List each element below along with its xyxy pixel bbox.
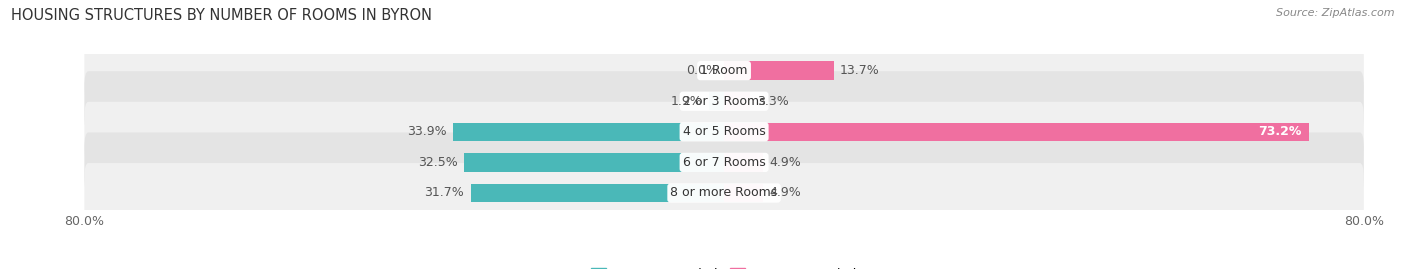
FancyBboxPatch shape [84,71,1364,131]
Text: 1 Room: 1 Room [700,64,748,77]
Text: 31.7%: 31.7% [425,186,464,200]
Bar [471,184,724,202]
Text: 2 or 3 Rooms: 2 or 3 Rooms [683,95,765,108]
Bar [724,92,751,110]
Text: 0.0%: 0.0% [686,64,717,77]
Text: 32.5%: 32.5% [418,156,458,169]
Text: 4.9%: 4.9% [769,156,801,169]
Text: Source: ZipAtlas.com: Source: ZipAtlas.com [1277,8,1395,18]
Bar [724,61,834,80]
Bar [724,123,1309,141]
Text: 3.3%: 3.3% [756,95,789,108]
Text: 73.2%: 73.2% [1258,125,1302,138]
Legend: Owner-occupied, Renter-occupied: Owner-occupied, Renter-occupied [588,264,860,269]
FancyBboxPatch shape [84,41,1364,101]
Bar [724,184,763,202]
Bar [709,92,724,110]
Text: HOUSING STRUCTURES BY NUMBER OF ROOMS IN BYRON: HOUSING STRUCTURES BY NUMBER OF ROOMS IN… [11,8,432,23]
Text: 4.9%: 4.9% [769,186,801,200]
FancyBboxPatch shape [84,132,1364,192]
Text: 8 or more Rooms: 8 or more Rooms [671,186,778,200]
Bar [724,153,763,172]
FancyBboxPatch shape [84,163,1364,223]
Text: 33.9%: 33.9% [406,125,447,138]
Bar [453,123,724,141]
Text: 1.9%: 1.9% [671,95,703,108]
Text: 4 or 5 Rooms: 4 or 5 Rooms [683,125,765,138]
Bar [464,153,724,172]
Text: 6 or 7 Rooms: 6 or 7 Rooms [683,156,765,169]
Text: 13.7%: 13.7% [839,64,880,77]
FancyBboxPatch shape [84,102,1364,162]
